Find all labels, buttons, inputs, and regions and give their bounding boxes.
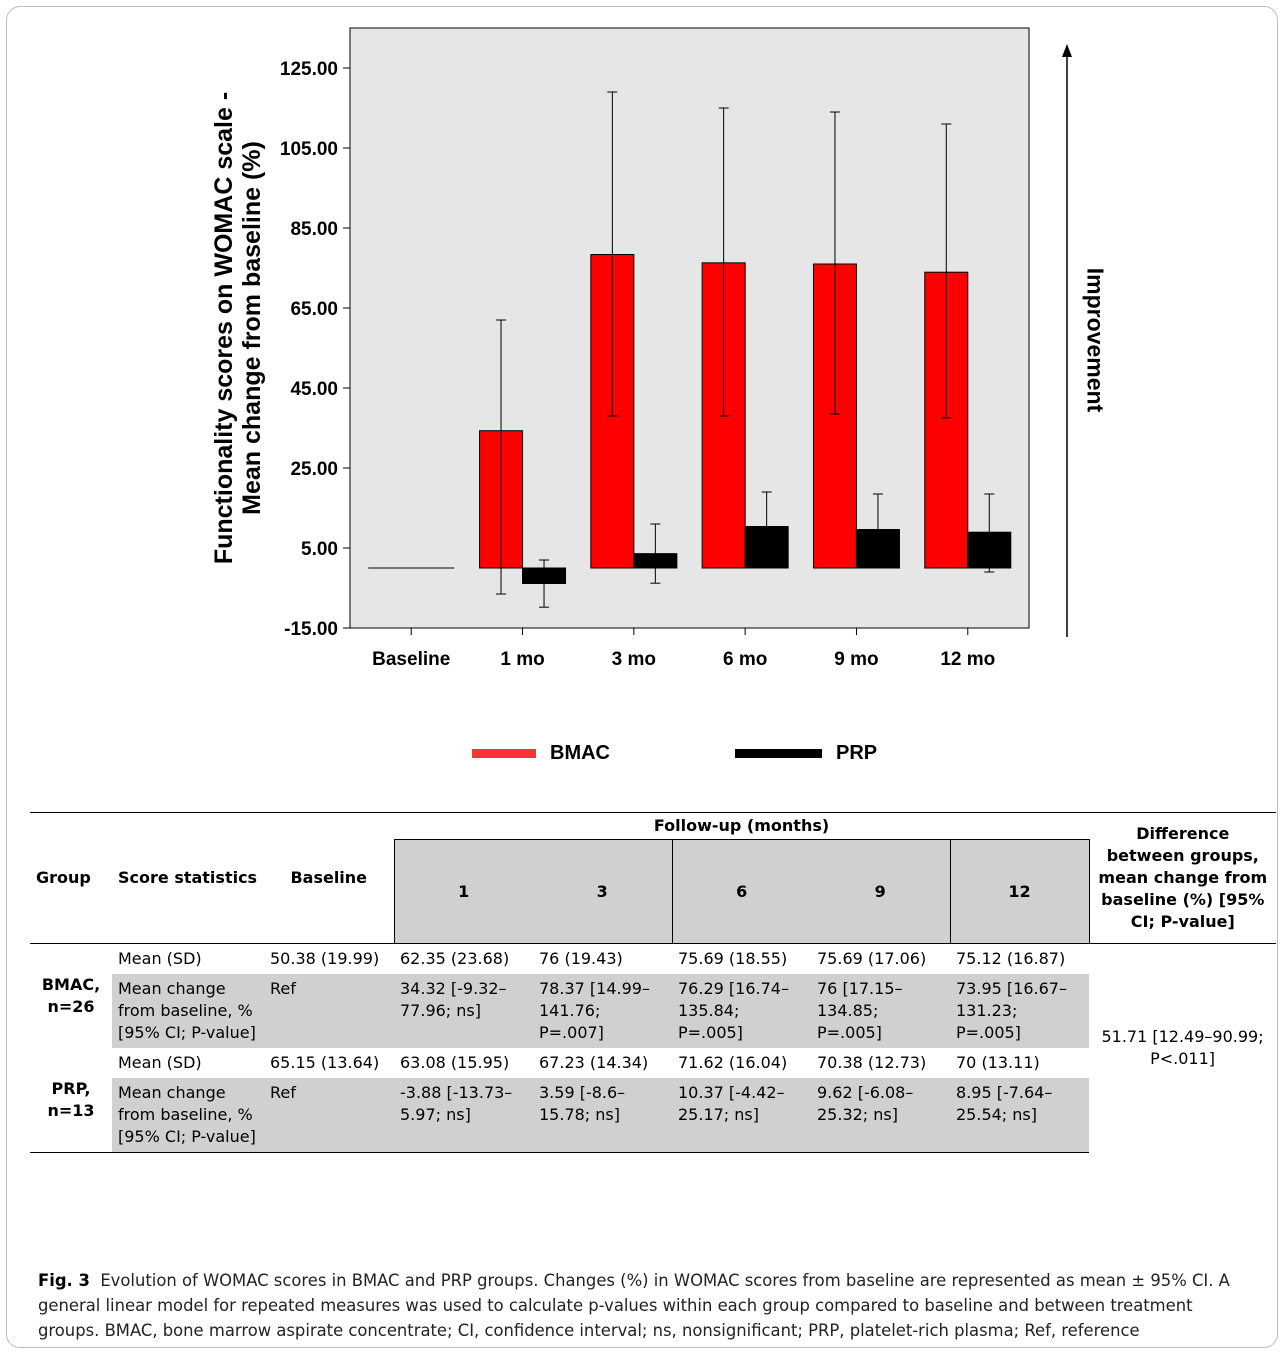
bmac-mean-m12: 75.12 (16.87) [956, 949, 1066, 968]
y-tick-label: -15.00 [284, 619, 338, 640]
header-baseline: Baseline [264, 812, 394, 944]
prp-mean-label: Mean (SD) [118, 1053, 202, 1072]
header-group: Group [30, 812, 112, 944]
caption-text: Evolution of WOMAC scores in BMAC and PR… [38, 1271, 1230, 1340]
caption-figure-number: Fig. 3 [38, 1271, 90, 1290]
bmac-change-m1: 34.32 [-9.32–77.96; ns] [400, 979, 507, 1020]
y-axis-label-line: Functionality scores on WOMAC scale - [210, 92, 238, 564]
x-axis: Baseline 1 mo 3 mo 6 mo 9 mo 12 mo [372, 628, 995, 670]
bmac-mean-row: BMAC, n=26 Mean (SD) 50.38 (19.99) 62.35… [30, 944, 1276, 1068]
prp-change-row: Mean change from baseline, % [95% CI; P-… [30, 1078, 1277, 1153]
bmac-mean-label: Mean (SD) [118, 949, 202, 968]
legend-swatch-bmac [472, 749, 536, 758]
figure-caption: Fig. 3 Evolution of WOMAC scores in BMAC… [38, 1268, 1248, 1343]
x-tick-label: 1 mo [500, 649, 544, 670]
x-tick-label: 12 mo [940, 649, 995, 670]
bmac-mean-m9: 75.69 (17.06) [817, 949, 927, 968]
results-table-wrapper: Group Score statistics Baseline Follow-u… [30, 812, 1277, 1153]
y-tick-label: 5.00 [301, 539, 338, 560]
header-followup: Follow-up (months) [394, 812, 1090, 840]
x-tick-label: 3 mo [612, 649, 656, 670]
y-tick-label: 45.00 [290, 379, 338, 400]
y-tick-label: 125.00 [280, 59, 338, 80]
y-tick-label: 65.00 [290, 299, 338, 320]
bar-chart: -15.00 5.00 25.00 45.00 65.00 85.00 105.00 125.… [210, 27, 1072, 670]
bmac-baseline-ref: Ref [270, 979, 296, 998]
prp-mean-row: PRP, n=13 Mean (SD) 65.15 (13.64) 63.08 … [30, 1048, 1276, 1153]
prp-group-label: PRP, n=13 [30, 1048, 112, 1153]
bmac-group-label: BMAC, n=26 [41, 975, 101, 1016]
legend-label-prp: PRP [836, 742, 878, 764]
y-tick-label: 85.00 [290, 219, 338, 240]
header-row-2: 1 3 6 9 12 [30, 839, 1276, 944]
header-difference: Difference between groups, mean change f… [1089, 812, 1277, 944]
prp-change-m6: 10.37 [-4.42–25.17; ns] [672, 1078, 811, 1153]
bars [368, 91, 1012, 608]
y-axis: -15.00 5.00 25.00 45.00 65.00 85.00 105.00 125.… [280, 59, 350, 640]
bmac-mean-m1: 62.35 (23.68) [400, 949, 510, 968]
header-month-6: 6 [671, 839, 811, 944]
legend-item-bmac: BMAC [472, 742, 610, 765]
bmac-change-row: Mean change from baseline, % [95% CI; P-… [30, 974, 1277, 1048]
prp-change-m3: 3.59 [-8.6–15.78; ns] [533, 1078, 672, 1153]
header-month-1: 1 [393, 839, 533, 944]
bar-bmac [812, 263, 857, 569]
figure-frame [6, 6, 1278, 1348]
improvement-label: Improvement [1082, 267, 1109, 413]
bmac-baseline-mean: 50.38 (19.99) [270, 949, 380, 968]
bmac-mean-m3: 76 (19.43) [539, 949, 623, 968]
bmac-change-label: Mean change from baseline, % [95% CI; P-… [118, 979, 256, 1042]
bmac-mean-m6: 75.69 (18.55) [678, 949, 788, 968]
prp-change-m1: -3.88 [-13.73–5.97; ns] [394, 1078, 533, 1153]
bmac-change-m3: 78.37 [14.99–141.76; P=.007] [539, 979, 650, 1042]
improvement-arrow-head [1062, 44, 1072, 57]
legend-label-bmac: BMAC [550, 742, 610, 764]
y-tick-label: 25.00 [290, 459, 338, 480]
y-axis-label-line: Mean change from baseline (%) [238, 141, 266, 515]
prp-change-label: Mean change from baseline, % [95% CI; P-… [112, 1078, 264, 1153]
prp-mean-m6: 71.62 (16.04) [678, 1053, 788, 1072]
prp-baseline-mean: 65.15 (13.64) [270, 1053, 380, 1072]
x-tick-label: 9 mo [834, 649, 878, 670]
prp-mean-m9: 70.38 (12.73) [817, 1053, 927, 1072]
prp-change-m9: 9.62 [-6.08–25.32; ns] [811, 1078, 950, 1153]
header-stats: Score statistics [112, 812, 264, 944]
difference-value: 51.71 [12.49–90.99; P<.011] [1101, 1027, 1264, 1069]
header-month-9: 9 [811, 839, 950, 944]
bmac-change-m12: 73.95 [16.67–131.23; P=.005] [956, 979, 1067, 1042]
prp-mean-m3: 67.23 (14.34) [539, 1053, 649, 1072]
legend-item-prp: PRP [735, 742, 877, 765]
legend-swatch-prp [735, 749, 822, 758]
results-table: Group Score statistics Baseline Follow-u… [30, 812, 1277, 1153]
x-tick-label: Baseline [372, 649, 450, 670]
prp-mean-m12: 70 (13.11) [956, 1053, 1040, 1072]
header-row-1: Group Score statistics Baseline Follow-u… [30, 812, 1277, 944]
prp-mean-m1: 63.08 (15.95) [400, 1053, 510, 1072]
x-tick-label: 6 mo [723, 649, 767, 670]
header-month-12: 12 [949, 839, 1090, 944]
prp-baseline-ref: Ref [264, 1078, 394, 1153]
header-month-3: 3 [533, 839, 672, 944]
y-tick-label: 105.00 [280, 139, 338, 160]
prp-change-m12: 8.95 [-7.64–25.54; ns] [950, 1078, 1090, 1153]
bmac-change-m6: 76.29 [16.74–135.84; P=.005] [678, 979, 789, 1042]
plot-area [349, 27, 1030, 629]
y-axis-label: Functionality scores on WOMAC scale -Mea… [210, 92, 266, 564]
bmac-change-m9: 76 [17.15–134.85; P=.005] [817, 979, 903, 1042]
